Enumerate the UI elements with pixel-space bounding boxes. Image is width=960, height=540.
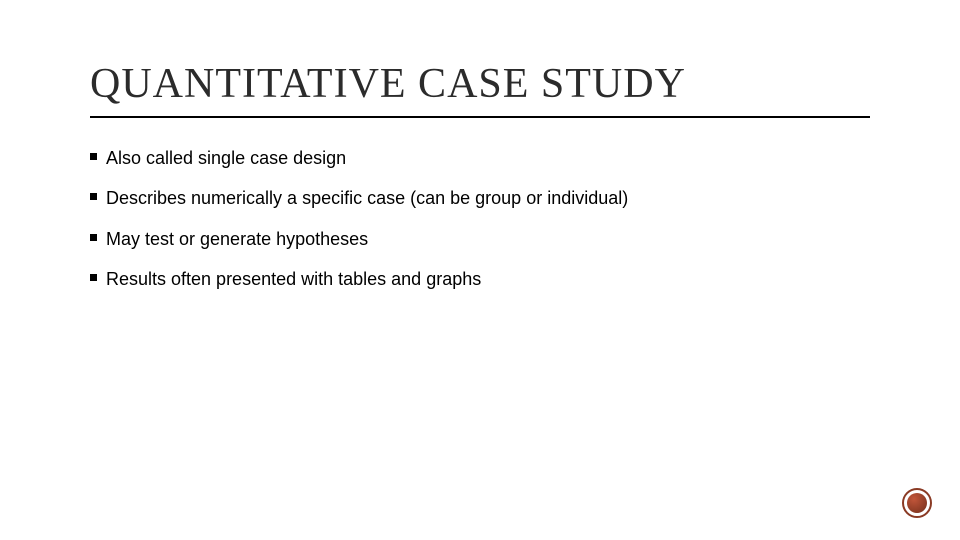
list-item: Describes numerically a specific case (c… (90, 186, 870, 210)
slide-title: QUANTITATIVE CASE STUDY (90, 60, 870, 108)
bullet-list: Also called single case design Describes… (90, 146, 870, 291)
decorative-badge-icon (902, 488, 932, 518)
list-item: Results often presented with tables and … (90, 267, 870, 291)
title-divider (90, 116, 870, 118)
list-item: May test or generate hypotheses (90, 227, 870, 251)
list-item: Also called single case design (90, 146, 870, 170)
slide: QUANTITATIVE CASE STUDY Also called sing… (0, 0, 960, 540)
